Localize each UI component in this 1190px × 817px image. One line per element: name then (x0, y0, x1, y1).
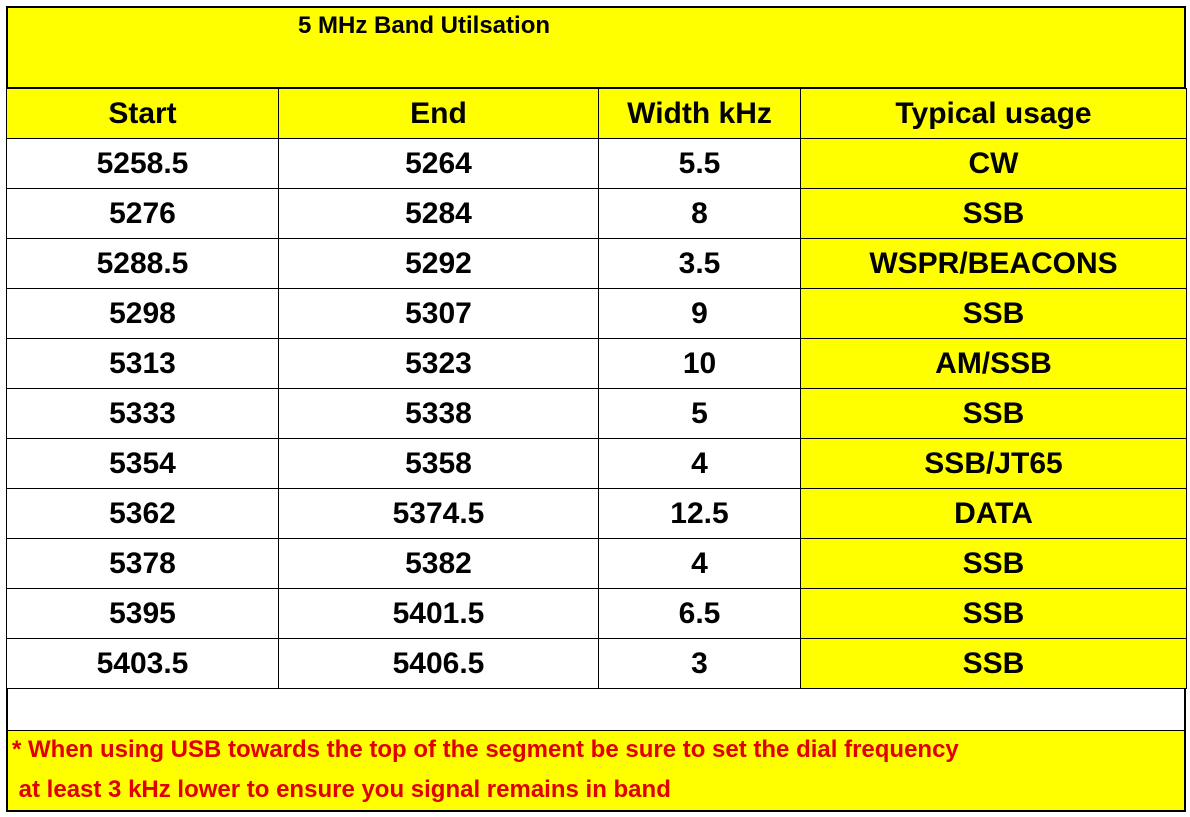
table-cell: 5333 (6, 388, 279, 439)
table-cell: 5382 (278, 538, 599, 589)
header-cell: End (278, 88, 599, 139)
table-cell: SSB/JT65 (800, 438, 1187, 489)
table-cell: 9 (598, 288, 801, 339)
table-cell: AM/SSB (800, 338, 1187, 389)
table-cell: 5292 (278, 238, 599, 289)
table-cell: 5406.5 (278, 638, 599, 689)
table-cell: SSB (800, 538, 1187, 589)
table-cell: 8 (598, 188, 801, 239)
table-cell: 5288.5 (6, 238, 279, 289)
table-cell: 5313 (6, 338, 279, 389)
table-cell: 3 (598, 638, 801, 689)
table-cell: 5362 (6, 488, 279, 539)
table-cell: CW (800, 138, 1187, 189)
title: 5 MHz Band Utilsation (298, 12, 551, 39)
table-cell: SSB (800, 638, 1187, 689)
table-cell: SSB (800, 388, 1187, 439)
table-cell: 5298 (6, 288, 279, 339)
table-cell: 3.5 (598, 238, 801, 289)
title-band (6, 6, 1186, 89)
table-cell: 12.5 (598, 488, 801, 539)
table-cell: 4 (598, 538, 801, 589)
table-cell: SSB (800, 588, 1187, 639)
table-cell: SSB (800, 188, 1187, 239)
table-cell: 5.5 (598, 138, 801, 189)
table-cell: 5 (598, 388, 801, 439)
table-cell: 5264 (278, 138, 599, 189)
table-cell: 5276 (6, 188, 279, 239)
table-cell: 5258.5 (6, 138, 279, 189)
header-cell: Width kHz (598, 88, 801, 139)
table-cell: 5307 (278, 288, 599, 339)
table-cell: 5338 (278, 388, 599, 439)
blank-row (6, 688, 1186, 730)
table-cell: 5403.5 (6, 638, 279, 689)
table-cell: 5401.5 (278, 588, 599, 639)
table-cell: SSB (800, 288, 1187, 339)
table-cell: 5323 (278, 338, 599, 389)
footnote-band (6, 730, 1186, 812)
footnote-line: * When using USB towards the top of the … (12, 736, 959, 763)
table-cell: 10 (598, 338, 801, 389)
table-cell: 5284 (278, 188, 599, 239)
table-cell: 6.5 (598, 588, 801, 639)
header-cell: Typical usage (800, 88, 1187, 139)
table-cell: 5378 (6, 538, 279, 589)
table-cell: 5374.5 (278, 488, 599, 539)
table-cell: 5395 (6, 588, 279, 639)
header-cell: Start (6, 88, 279, 139)
table-cell: WSPR/BEACONS (800, 238, 1187, 289)
footnote-line: at least 3 kHz lower to ensure you signa… (12, 776, 671, 803)
table-cell: 5354 (6, 438, 279, 489)
table-cell: 4 (598, 438, 801, 489)
table-cell: DATA (800, 488, 1187, 539)
table-cell: 5358 (278, 438, 599, 489)
